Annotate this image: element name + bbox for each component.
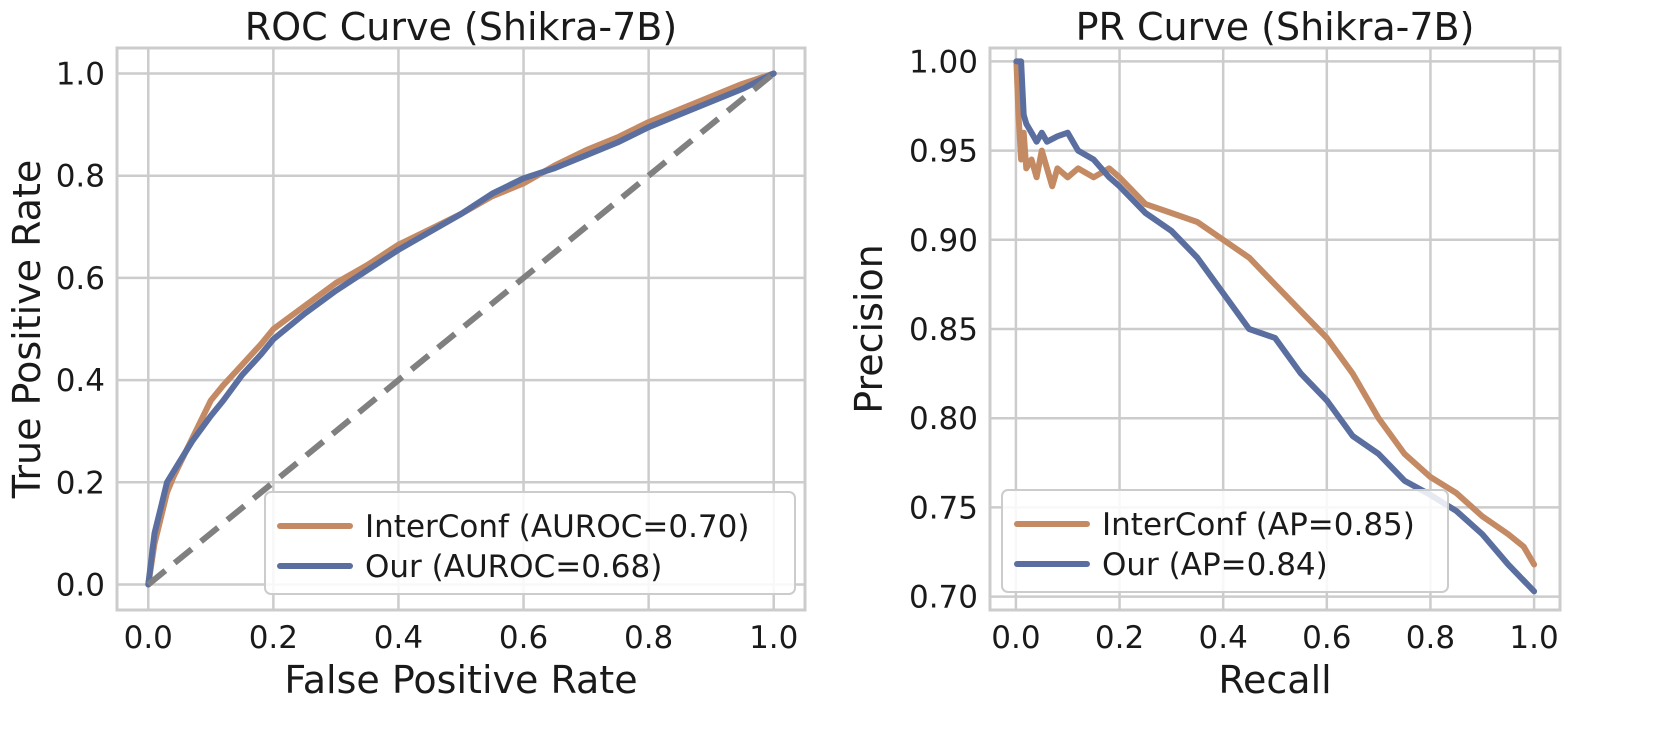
pr-legend: InterConf (AP=0.85) Our (AP=0.84) <box>1001 489 1449 593</box>
roc-ytick-label-4: 0.8 <box>56 159 105 195</box>
pr-ytick-label-5: 0.95 <box>909 134 978 170</box>
pr-ytick-label-1: 0.75 <box>909 490 978 526</box>
roc-ytick-label-5: 1.0 <box>56 57 105 93</box>
roc-xtick-label-2: 0.4 <box>374 620 423 656</box>
roc-xtick-label-1: 0.2 <box>249 620 298 656</box>
pr-ytick-label-3: 0.85 <box>909 312 978 348</box>
roc-xtick-label-4: 0.8 <box>624 620 673 656</box>
roc-chart: 0.0 0.2 0.4 0.6 0.8 1.0 0.0 0.2 0.4 0.6 0.8 1.0 ROC … <box>5 5 807 702</box>
pr-xtick-label-3: 0.6 <box>1302 620 1351 656</box>
roc-xtick-label-0: 0.0 <box>124 620 173 656</box>
pr-xtick-label-1: 0.2 <box>1095 620 1144 656</box>
roc-legend-box <box>264 491 796 595</box>
roc-ytick-label-3: 0.6 <box>56 261 105 297</box>
roc-legend: InterConf (AUROC=0.70) Our (AUROC=0.68) <box>264 491 796 595</box>
pr-legend-box <box>1001 489 1449 593</box>
roc-ytick-label-0: 0.0 <box>56 567 105 603</box>
pr-axes-frame <box>988 46 1562 612</box>
pr-xtick-label-4: 0.8 <box>1406 620 1455 656</box>
roc-legend-label-0: InterConf (AUROC=0.70) <box>365 509 749 545</box>
pr-xtick-label-0: 0.0 <box>991 620 1040 656</box>
pr-chart-title: PR Curve (Shikra-7B) <box>1076 5 1475 49</box>
roc-ytick-label-1: 0.2 <box>56 465 105 501</box>
roc-grid <box>117 48 805 610</box>
roc-x-axis-label: False Positive Rate <box>284 658 637 702</box>
roc-series-1 <box>145 70 777 588</box>
pr-legend-label-0: InterConf (AP=0.85) <box>1102 507 1415 543</box>
pr-ytick-label-4: 0.90 <box>909 223 978 259</box>
pr-legend-label-1: Our (AP=0.84) <box>1102 547 1328 583</box>
pr-ytick-label-0: 0.70 <box>909 580 978 616</box>
roc-axes-frame <box>115 46 807 612</box>
roc-xtick-label-5: 1.0 <box>749 620 798 656</box>
pr-chart: 0.0 0.2 0.4 0.6 0.8 1.0 0.70 0.75 0.80 0.85 0.90 0.… <box>847 5 1562 702</box>
roc-y-axis-label: True Positive Rate <box>5 160 49 500</box>
roc-series-0 <box>145 70 777 588</box>
roc-chart-title: ROC Curve (Shikra-7B) <box>245 5 677 49</box>
pr-x-axis-label: Recall <box>1218 658 1331 702</box>
pr-xtick-label-2: 0.4 <box>1199 620 1248 656</box>
pr-y-axis-label: Precision <box>847 244 891 414</box>
roc-xtick-label-3: 0.6 <box>499 620 548 656</box>
pr-series-0 <box>1013 58 1538 568</box>
pr-xtick-label-5: 1.0 <box>1509 620 1558 656</box>
roc-ytick-label-2: 0.4 <box>56 363 105 399</box>
pr-ytick-label-6: 1.00 <box>909 44 978 80</box>
pr-ytick-label-2: 0.80 <box>909 401 978 437</box>
roc-legend-label-1: Our (AUROC=0.68) <box>365 549 662 585</box>
pr-series-1 <box>1013 58 1538 595</box>
